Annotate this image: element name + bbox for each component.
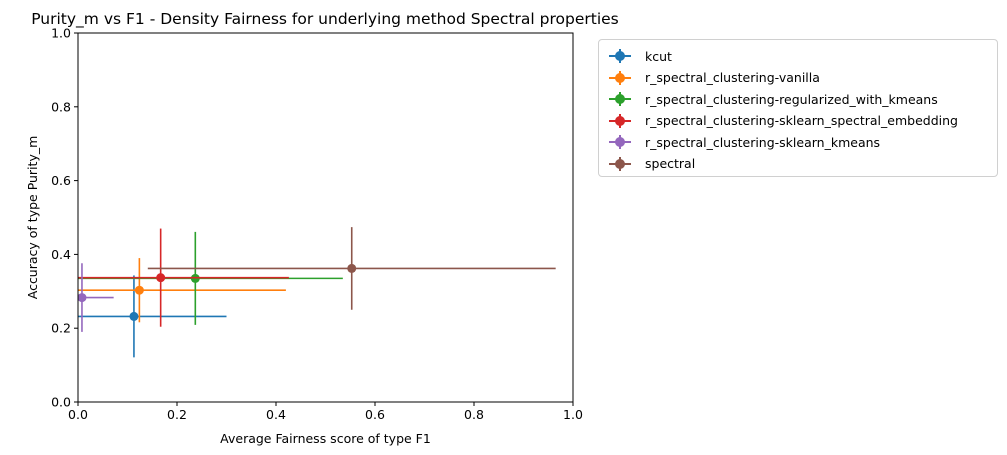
x-axis-label: Average Fairness score of type F1 xyxy=(220,431,431,446)
legend-item: spectral xyxy=(607,154,695,174)
data-point xyxy=(78,293,87,303)
x-tick-label: 0.2 xyxy=(167,407,187,422)
x-tick-label: 0.6 xyxy=(365,407,385,422)
y-tick-label: 0.4 xyxy=(51,247,71,262)
legend-marker xyxy=(607,111,633,131)
legend-item: r_spectral_clustering-vanilla xyxy=(607,68,820,88)
legend-label: r_spectral_clustering-regularized_with_k… xyxy=(645,91,938,107)
y-tick-label: 0.8 xyxy=(51,99,71,114)
series-1 xyxy=(78,258,286,323)
legend-item: r_spectral_clustering-regularized_with_k… xyxy=(607,89,938,109)
legend-marker xyxy=(607,132,633,152)
legend-marker xyxy=(607,68,633,88)
y-tick-label: 0.2 xyxy=(51,321,71,336)
y-tick-label: 1.0 xyxy=(51,26,71,41)
x-tick-label: 0.8 xyxy=(464,407,484,422)
chart-title: Purity_m vs F1 - Density Fairness for un… xyxy=(31,10,619,29)
x-tick-label: 1.0 xyxy=(563,407,583,422)
data-point xyxy=(156,273,166,283)
legend-marker xyxy=(607,89,633,109)
legend-label: r_spectral_clustering-sklearn_spectral_e… xyxy=(645,113,958,128)
data-point xyxy=(134,285,144,295)
series-0 xyxy=(78,275,227,358)
legend-marker xyxy=(607,46,633,66)
series-3 xyxy=(78,228,289,327)
legend-label: spectral xyxy=(645,156,696,171)
axes: 0.0 0.2 0.4 0.6 0.8 1.0 0.0 0.2 0.4 0.6 0.8 1.0 xyxy=(51,26,583,423)
plot-area-frame xyxy=(77,32,574,403)
legend-marker xyxy=(607,154,633,174)
legend-label: r_spectral_clustering-vanilla xyxy=(645,70,820,85)
legend-label: r_spectral_clustering-sklearn_kmeans xyxy=(645,134,881,150)
data-point xyxy=(347,263,357,273)
series-4 xyxy=(78,263,114,332)
y-tick-label: 0.0 xyxy=(51,395,71,410)
series-5 xyxy=(147,227,556,310)
legend-label: kcut xyxy=(645,48,672,64)
y-axis-label: Accuracy of type Purity_m xyxy=(25,136,40,300)
legend: kcut r_spectral_clustering-vanilla r_spect… xyxy=(598,39,998,177)
y-tick-label: 0.6 xyxy=(51,173,71,188)
data-marks xyxy=(78,227,556,358)
x-tick-label: 0.0 xyxy=(68,407,88,422)
x-tick-label: 0.4 xyxy=(266,407,286,422)
data-point xyxy=(129,311,139,321)
legend-item: r_spectral_clustering-sklearn_kmeans xyxy=(607,132,880,152)
legend-item: r_spectral_clustering-sklearn_spectral_e… xyxy=(607,111,958,131)
legend-item: kcut xyxy=(607,46,672,66)
